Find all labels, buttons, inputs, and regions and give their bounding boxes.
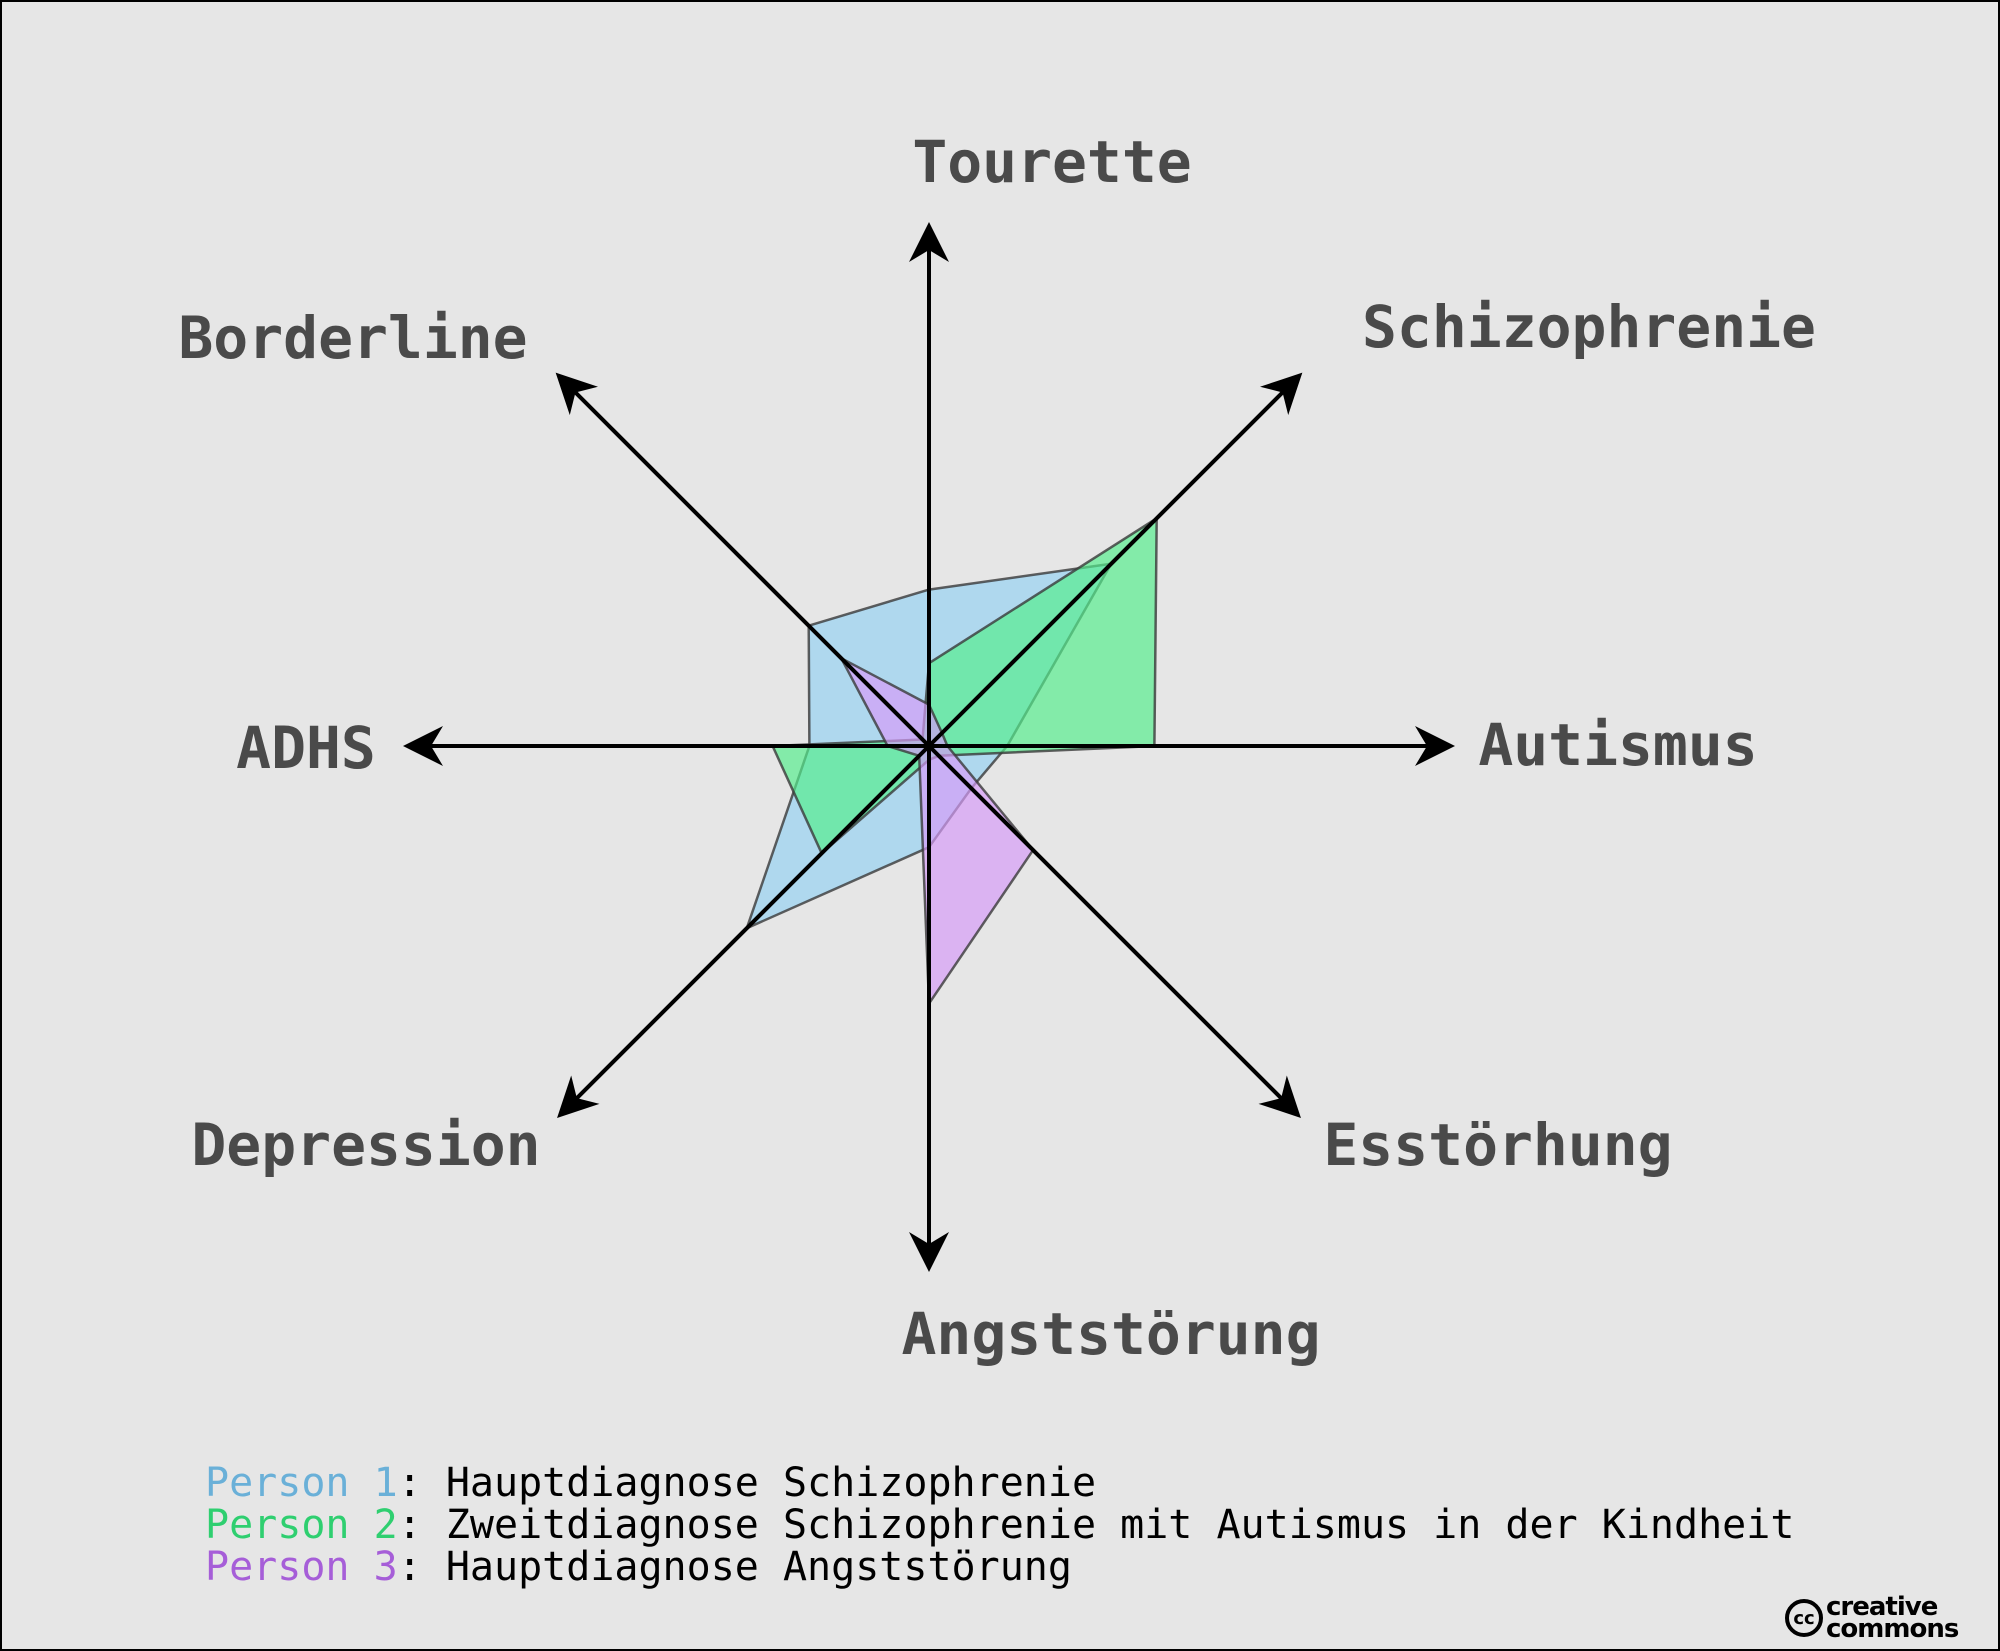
cc-icon: cc	[1785, 1599, 1823, 1637]
series-polygons	[745, 517, 1158, 1005]
axis-labels: Tourette Schizophrenie Autismus Esstörhung A…	[178, 128, 1816, 1368]
axes	[403, 222, 1455, 1272]
axis-label: Depression	[191, 1111, 540, 1179]
axis-line	[927, 744, 1301, 1118]
axis-label: Autismus	[1478, 711, 1757, 779]
axis-label: Schizophrenie	[1362, 293, 1816, 361]
axis-label: Angststörung	[901, 1300, 1320, 1368]
axis-line	[555, 372, 931, 748]
legend-series-name: Person 2	[205, 1502, 398, 1548]
axis-label: ADHS	[236, 714, 376, 782]
legend-series-name: Person 1	[205, 1460, 398, 1506]
cc-wordmark: creative commons	[1826, 1592, 1959, 1644]
axis-label: Tourette	[912, 128, 1191, 196]
legend-description: : Hauptdiagnose Angststörung	[397, 1544, 1072, 1590]
creative-commons-logo: cc creative commons	[1785, 1592, 1959, 1644]
legend-series-name: Person 3	[205, 1544, 398, 1590]
axis-line	[927, 372, 1303, 748]
legend-row: Person 3: Hauptdiagnose Angststörung	[205, 1546, 1794, 1588]
cc-wordmark-line: commons	[1826, 1614, 1959, 1644]
legend-row: Person 1: Hauptdiagnose Schizophrenie	[205, 1462, 1794, 1504]
legend-row: Person 2: Zweitdiagnose Schizophrenie mi…	[205, 1504, 1794, 1546]
axis-label: Esstörhung	[1323, 1111, 1672, 1179]
cc-wordmark-line: creative	[1826, 1592, 1938, 1622]
legend: Person 1: Hauptdiagnose Schizophrenie Pe…	[205, 1462, 1794, 1588]
legend-description: : Zweitdiagnose Schizophrenie mit Autism…	[397, 1502, 1795, 1548]
axis-line	[557, 744, 931, 1118]
legend-description: : Hauptdiagnose Schizophrenie	[397, 1460, 1097, 1506]
axis-label: Borderline	[178, 304, 527, 372]
